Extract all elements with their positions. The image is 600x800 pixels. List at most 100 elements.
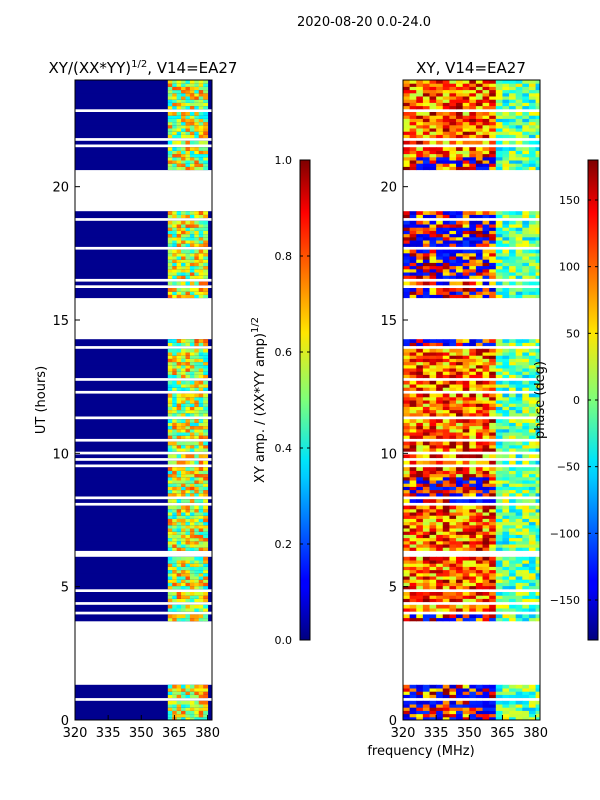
phase-cell bbox=[442, 352, 450, 356]
phase-cell bbox=[436, 483, 444, 487]
phase-cell bbox=[482, 262, 490, 267]
phase-cell bbox=[416, 163, 424, 167]
amp-cell bbox=[203, 483, 209, 487]
phase-cell bbox=[502, 560, 510, 564]
amp-cell bbox=[185, 713, 191, 718]
amp-cell bbox=[185, 140, 191, 145]
phase-cell bbox=[528, 492, 537, 497]
phase-cell bbox=[429, 460, 437, 465]
phase-cell bbox=[409, 115, 417, 119]
amp-cell bbox=[167, 230, 173, 235]
phase-cell bbox=[462, 528, 470, 532]
amp-cell bbox=[185, 608, 191, 612]
phase-cell bbox=[495, 400, 503, 404]
phase-cell bbox=[409, 256, 417, 260]
phase-cell bbox=[482, 243, 490, 247]
phase-cell bbox=[475, 556, 484, 561]
amp-cell bbox=[194, 236, 200, 241]
phase-cell bbox=[422, 528, 431, 532]
phase-cell bbox=[449, 528, 457, 532]
phase-cell bbox=[436, 576, 444, 580]
phase-cell bbox=[489, 691, 497, 695]
phase-cell bbox=[528, 614, 537, 619]
phase-cell bbox=[422, 534, 431, 539]
phase-cell bbox=[502, 531, 510, 535]
amp-cell bbox=[181, 505, 186, 510]
amp-cell bbox=[198, 572, 204, 577]
amp-cell bbox=[203, 707, 209, 711]
amp-cell bbox=[203, 294, 209, 299]
amp-cell bbox=[194, 339, 200, 343]
phase-cell bbox=[528, 476, 537, 481]
phase-cell bbox=[456, 694, 464, 699]
amp-cell bbox=[181, 576, 186, 580]
phase-cell bbox=[489, 604, 497, 609]
phase-cell bbox=[528, 483, 537, 487]
amp-row bbox=[75, 160, 212, 164]
phase-cell bbox=[409, 220, 417, 225]
phase-cell bbox=[456, 560, 464, 564]
phase-cell bbox=[535, 579, 540, 583]
amp-cell bbox=[185, 288, 191, 292]
phase-cell bbox=[535, 384, 540, 388]
phase-cell bbox=[528, 524, 537, 529]
amp-cell bbox=[198, 352, 204, 356]
phase-cell bbox=[469, 716, 477, 720]
amp-cell bbox=[167, 368, 173, 372]
phase-cell bbox=[403, 441, 411, 446]
amp-cell bbox=[181, 118, 186, 123]
phase-cell bbox=[509, 608, 517, 612]
phase-cell bbox=[515, 121, 523, 126]
amp-cell bbox=[185, 579, 191, 583]
phase-cell bbox=[409, 700, 417, 705]
amp-cell bbox=[203, 102, 209, 107]
phase-cell bbox=[482, 512, 490, 516]
phase-cell bbox=[495, 220, 503, 225]
amp-cell bbox=[194, 512, 200, 516]
phase-cell bbox=[409, 358, 417, 363]
phase-cell bbox=[489, 115, 497, 119]
phase-cell bbox=[522, 406, 530, 411]
phase-cell bbox=[495, 598, 503, 603]
phase-cell bbox=[522, 492, 530, 497]
phase-cell bbox=[422, 470, 431, 475]
phase-cell bbox=[509, 406, 517, 411]
phase-cell bbox=[409, 579, 417, 583]
phase-cell bbox=[509, 249, 517, 254]
phase-cell bbox=[535, 268, 540, 273]
phase-cell bbox=[403, 220, 411, 225]
amp-cell bbox=[189, 483, 195, 487]
phase-cell bbox=[456, 252, 464, 257]
phase-cell bbox=[495, 470, 503, 475]
phase-cell bbox=[403, 521, 411, 526]
phase-cell bbox=[409, 595, 417, 599]
phase-cell bbox=[502, 435, 510, 439]
phase-cell bbox=[495, 486, 503, 491]
amp-cell bbox=[189, 96, 195, 100]
phase-cell bbox=[422, 227, 431, 231]
amp-cell bbox=[172, 380, 178, 385]
phase-cell bbox=[495, 467, 503, 471]
phase-cell bbox=[409, 467, 417, 471]
amp-cell bbox=[194, 361, 200, 366]
phase-cell bbox=[502, 230, 510, 235]
amp-row bbox=[75, 233, 212, 238]
phase-cell bbox=[469, 160, 477, 164]
amp-cell bbox=[167, 441, 173, 446]
phase-cell bbox=[528, 220, 537, 225]
amp-cell bbox=[194, 540, 200, 545]
phase-cell bbox=[509, 243, 517, 247]
amp-cell bbox=[189, 256, 195, 260]
amp-cell bbox=[176, 348, 182, 353]
phase-cell bbox=[535, 608, 540, 612]
amp-cell bbox=[167, 480, 173, 484]
phase-cell bbox=[502, 294, 510, 299]
amp-cell bbox=[181, 268, 186, 273]
phase-cell bbox=[522, 444, 530, 449]
phase-cell bbox=[449, 694, 457, 699]
phase-cell bbox=[495, 422, 503, 427]
phase-cell bbox=[515, 713, 523, 718]
phase-cell bbox=[475, 604, 484, 609]
phase-cell bbox=[403, 291, 411, 295]
phase-cell bbox=[528, 121, 537, 126]
